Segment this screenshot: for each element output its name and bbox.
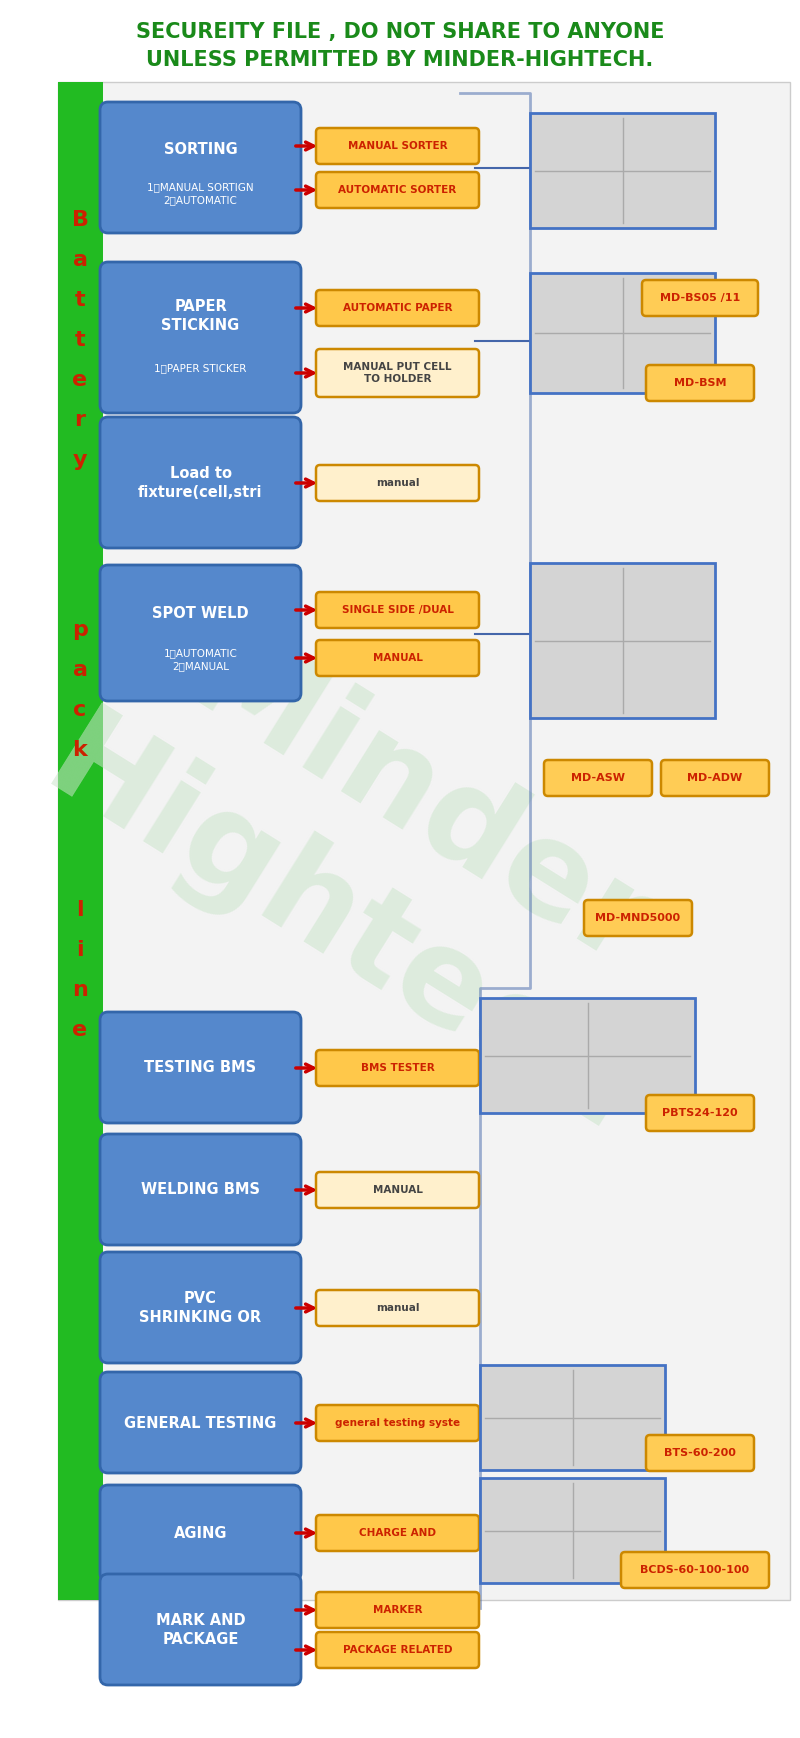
FancyBboxPatch shape bbox=[100, 565, 301, 700]
FancyBboxPatch shape bbox=[316, 1516, 479, 1550]
Bar bbox=[480, 1364, 665, 1470]
Text: SPOT WELD: SPOT WELD bbox=[152, 607, 249, 620]
Text: e: e bbox=[73, 370, 87, 389]
Text: BMS TESTER: BMS TESTER bbox=[361, 1064, 434, 1072]
FancyBboxPatch shape bbox=[316, 129, 479, 163]
FancyBboxPatch shape bbox=[316, 1290, 479, 1326]
FancyBboxPatch shape bbox=[100, 1251, 301, 1363]
FancyBboxPatch shape bbox=[621, 1552, 769, 1589]
Text: CHARGE AND: CHARGE AND bbox=[359, 1528, 436, 1538]
Text: 1、AUTOMATIC
2、MANUAL: 1、AUTOMATIC 2、MANUAL bbox=[163, 648, 238, 671]
FancyBboxPatch shape bbox=[316, 349, 479, 396]
Text: PBTS24-120: PBTS24-120 bbox=[662, 1109, 738, 1118]
Text: MANUAL PUT CELL
TO HOLDER: MANUAL PUT CELL TO HOLDER bbox=[343, 362, 452, 384]
Text: y: y bbox=[73, 450, 87, 469]
Text: l: l bbox=[76, 900, 84, 919]
FancyBboxPatch shape bbox=[646, 1436, 754, 1470]
FancyBboxPatch shape bbox=[316, 466, 479, 501]
Text: Load to
fixture(cell,stri: Load to fixture(cell,stri bbox=[138, 466, 262, 501]
Bar bbox=[480, 998, 695, 1112]
FancyBboxPatch shape bbox=[100, 1484, 301, 1582]
FancyBboxPatch shape bbox=[316, 1050, 479, 1086]
FancyBboxPatch shape bbox=[316, 1592, 479, 1629]
Text: MD-BSM: MD-BSM bbox=[674, 377, 726, 388]
FancyBboxPatch shape bbox=[646, 365, 754, 401]
Text: MARK AND
PACKAGE: MARK AND PACKAGE bbox=[156, 1613, 246, 1648]
Text: MD-ASW: MD-ASW bbox=[571, 773, 625, 784]
Bar bbox=[58, 82, 790, 1601]
FancyBboxPatch shape bbox=[100, 1012, 301, 1123]
Bar bbox=[530, 563, 715, 718]
Text: TESTING BMS: TESTING BMS bbox=[145, 1060, 257, 1076]
Text: Minder
Hightech: Minder Hightech bbox=[23, 574, 737, 1163]
FancyBboxPatch shape bbox=[100, 1575, 301, 1686]
Text: BTS-60-200: BTS-60-200 bbox=[664, 1448, 736, 1458]
Text: PAPER
STICKING: PAPER STICKING bbox=[162, 299, 240, 334]
FancyBboxPatch shape bbox=[584, 900, 692, 937]
FancyBboxPatch shape bbox=[316, 1632, 479, 1668]
Text: c: c bbox=[74, 700, 86, 720]
Text: t: t bbox=[74, 290, 86, 309]
Text: general testing syste: general testing syste bbox=[335, 1418, 460, 1429]
Text: MANUAL SORTER: MANUAL SORTER bbox=[348, 141, 447, 151]
Bar bbox=[58, 82, 103, 1601]
Text: AGING: AGING bbox=[174, 1526, 227, 1540]
FancyBboxPatch shape bbox=[100, 1371, 301, 1474]
Text: BCDS-60-100-100: BCDS-60-100-100 bbox=[641, 1564, 750, 1575]
FancyBboxPatch shape bbox=[316, 593, 479, 627]
FancyBboxPatch shape bbox=[646, 1095, 754, 1131]
FancyBboxPatch shape bbox=[544, 760, 652, 796]
Text: MANUAL: MANUAL bbox=[373, 653, 422, 662]
Text: SORTING: SORTING bbox=[164, 143, 238, 156]
Text: p: p bbox=[72, 620, 88, 640]
Bar bbox=[530, 113, 715, 228]
Text: MD-BS05 /11: MD-BS05 /11 bbox=[660, 294, 740, 302]
Text: MD-ADW: MD-ADW bbox=[687, 773, 742, 784]
FancyBboxPatch shape bbox=[316, 640, 479, 676]
FancyBboxPatch shape bbox=[661, 760, 769, 796]
FancyBboxPatch shape bbox=[316, 1404, 479, 1441]
FancyBboxPatch shape bbox=[100, 1133, 301, 1244]
Text: GENERAL TESTING: GENERAL TESTING bbox=[124, 1415, 277, 1430]
Text: a: a bbox=[73, 250, 87, 269]
Text: AUTOMATIC PAPER: AUTOMATIC PAPER bbox=[342, 302, 452, 313]
Text: UNLESS PERMITTED BY MINDER-HIGHTECH.: UNLESS PERMITTED BY MINDER-HIGHTECH. bbox=[146, 50, 654, 70]
Text: 1、PAPER STICKER: 1、PAPER STICKER bbox=[154, 363, 246, 372]
FancyBboxPatch shape bbox=[100, 262, 301, 414]
Bar bbox=[530, 273, 715, 393]
FancyBboxPatch shape bbox=[316, 1171, 479, 1208]
Text: WELDING BMS: WELDING BMS bbox=[141, 1182, 260, 1197]
Text: PVC
SHRINKING OR: PVC SHRINKING OR bbox=[139, 1291, 262, 1324]
Text: n: n bbox=[72, 980, 88, 999]
Text: B: B bbox=[71, 210, 89, 229]
Text: MARKER: MARKER bbox=[373, 1604, 422, 1615]
FancyBboxPatch shape bbox=[316, 290, 479, 327]
Text: manual: manual bbox=[376, 478, 419, 488]
Text: manual: manual bbox=[376, 1304, 419, 1312]
FancyBboxPatch shape bbox=[316, 172, 479, 209]
Text: SINGLE SIDE /DUAL: SINGLE SIDE /DUAL bbox=[342, 605, 454, 615]
Text: 1、MANUAL SORTIGN
2、AUTOMATIC: 1、MANUAL SORTIGN 2、AUTOMATIC bbox=[147, 182, 254, 205]
Text: MD-MND5000: MD-MND5000 bbox=[595, 912, 681, 923]
FancyBboxPatch shape bbox=[100, 417, 301, 547]
Text: MANUAL: MANUAL bbox=[373, 1185, 422, 1196]
Text: t: t bbox=[74, 330, 86, 349]
Text: SECUREITY FILE , DO NOT SHARE TO ANYONE: SECUREITY FILE , DO NOT SHARE TO ANYONE bbox=[136, 23, 664, 42]
Text: i: i bbox=[76, 940, 84, 959]
Text: PACKAGE RELATED: PACKAGE RELATED bbox=[342, 1644, 452, 1655]
Text: e: e bbox=[73, 1020, 87, 1039]
Bar bbox=[480, 1477, 665, 1583]
FancyBboxPatch shape bbox=[642, 280, 758, 316]
Text: a: a bbox=[73, 660, 87, 680]
Text: AUTOMATIC SORTER: AUTOMATIC SORTER bbox=[338, 184, 457, 195]
FancyBboxPatch shape bbox=[100, 103, 301, 233]
Text: k: k bbox=[73, 740, 87, 760]
Text: r: r bbox=[74, 410, 86, 429]
